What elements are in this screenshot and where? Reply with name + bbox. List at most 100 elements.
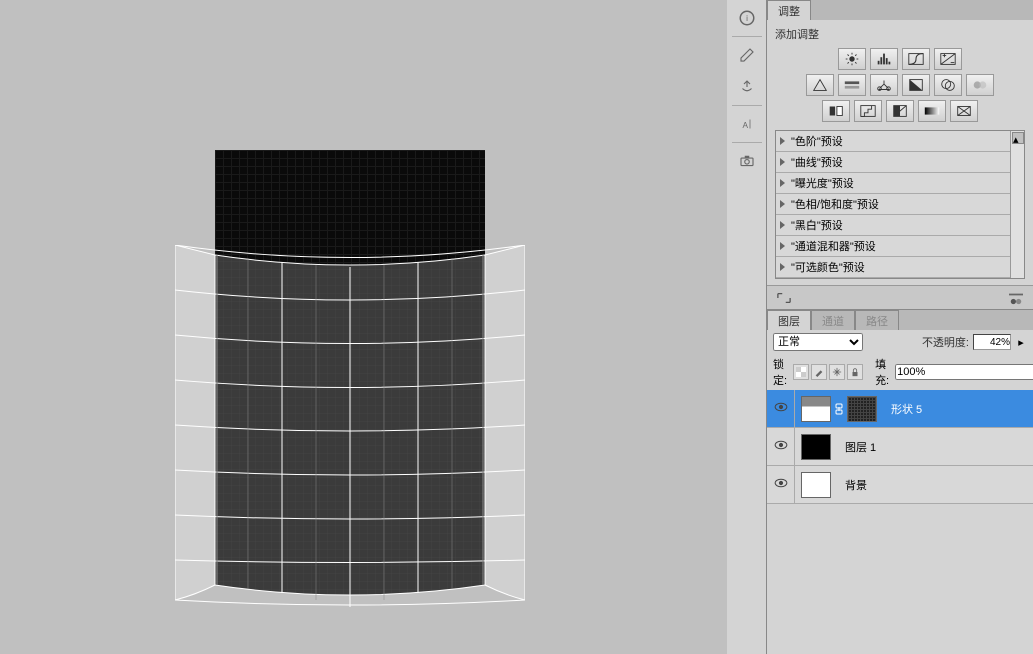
layer-thumb[interactable]	[847, 396, 877, 422]
adjustments-footer	[767, 285, 1033, 309]
channel-mixer-icon[interactable]	[966, 74, 994, 96]
disclosure-arrow-icon	[780, 137, 785, 145]
clone-source-icon[interactable]	[729, 73, 765, 101]
layer-thumbs	[795, 472, 837, 498]
trash-icon[interactable]	[1007, 291, 1025, 305]
preset-item[interactable]: "曲线"预设	[776, 152, 1024, 173]
eye-icon	[774, 440, 788, 453]
gradient-map-icon[interactable]	[918, 100, 946, 122]
tab-paths[interactable]: 路径	[855, 310, 899, 330]
disclosure-arrow-icon	[780, 200, 785, 208]
preset-item[interactable]: "可选颜色"预设	[776, 257, 1024, 278]
opacity-arrow-icon[interactable]: ▸	[1015, 334, 1027, 350]
scroll-up-icon[interactable]: ▴	[1012, 132, 1024, 144]
canvas-content	[175, 150, 525, 620]
character-icon[interactable]: A	[729, 110, 765, 138]
opacity-input[interactable]	[973, 334, 1011, 350]
canvas-area	[0, 0, 727, 654]
visibility-toggle[interactable]	[767, 428, 795, 465]
layer-row[interactable]: 形状 5	[767, 390, 1033, 428]
warped-grid-shape[interactable]	[175, 245, 525, 610]
lock-pixels-icon[interactable]	[811, 364, 827, 380]
exposure-icon[interactable]	[934, 48, 962, 70]
expand-icon[interactable]	[775, 291, 793, 305]
eye-icon	[774, 478, 788, 491]
tab-layers[interactable]: 图层	[767, 310, 811, 330]
layer-row[interactable]: 图层 1	[767, 428, 1033, 466]
lock-position-icon[interactable]	[829, 364, 845, 380]
disclosure-arrow-icon	[780, 242, 785, 250]
layer-thumbs	[795, 396, 883, 422]
tab-adjustments[interactable]: 调整	[767, 0, 811, 20]
layer-name-label: 背景	[837, 477, 867, 493]
lock-fill-row: 锁定: 填充: ▸	[767, 354, 1033, 390]
preset-label: "曝光度"预设	[791, 175, 854, 191]
lock-label: 锁定:	[773, 356, 787, 388]
link-icon	[834, 402, 844, 416]
svg-text:i: i	[746, 14, 748, 23]
layer-thumb[interactable]	[801, 396, 831, 422]
disclosure-arrow-icon	[780, 158, 785, 166]
layer-thumb[interactable]	[801, 434, 831, 460]
levels-icon[interactable]	[870, 48, 898, 70]
layer-name-label: 图层 1	[837, 439, 876, 455]
add-adjustment-label: 添加调整	[775, 26, 1025, 42]
vibrance-icon[interactable]	[806, 74, 834, 96]
visibility-toggle[interactable]	[767, 466, 795, 503]
preset-item[interactable]: "通道混和器"预设	[776, 236, 1024, 257]
hue-sat-icon[interactable]	[838, 74, 866, 96]
svg-text:A: A	[742, 121, 748, 130]
layer-thumb[interactable]	[801, 472, 831, 498]
preset-item[interactable]: "曝光度"预设	[776, 173, 1024, 194]
adjustment-icon-row-1	[775, 48, 1025, 70]
layers-tabs: 图层 通道 路径	[767, 310, 1033, 330]
opacity-label: 不透明度:	[922, 334, 969, 350]
tab-channels[interactable]: 通道	[811, 310, 855, 330]
adjustment-icon-row-2	[775, 74, 1025, 96]
preset-label: "通道混和器"预设	[791, 238, 876, 254]
layer-thumbs	[795, 434, 837, 460]
visibility-toggle[interactable]	[767, 390, 795, 427]
lock-all-icon[interactable]	[847, 364, 863, 380]
brush-icon[interactable]	[729, 41, 765, 69]
adjustments-panel: 添加调整 "色阶"预设 "曲线"预设 "曝光度"预设 "色相/饱和度"预设 "黑白"预设…	[767, 20, 1033, 285]
disclosure-arrow-icon	[780, 263, 785, 271]
disclosure-arrow-icon	[780, 179, 785, 187]
adjustments-tabs: 调整	[767, 0, 1033, 20]
adjustment-icon-row-3	[775, 100, 1025, 122]
threshold-icon[interactable]	[886, 100, 914, 122]
preset-item[interactable]: "色阶"预设	[776, 131, 1024, 152]
preset-item[interactable]: "色相/饱和度"预设	[776, 194, 1024, 215]
layer-list: 形状 5 图层 1 背景	[767, 390, 1033, 504]
invert-icon[interactable]	[822, 100, 850, 122]
info-icon[interactable]: i	[729, 4, 765, 32]
right-panels: 调整 添加调整 "色阶"预设"曲线"预设"曝光度"预设"色相/饱和度"预设"黑	[767, 0, 1033, 654]
fill-label: 填充:	[875, 356, 889, 388]
photo-filter-icon[interactable]	[934, 74, 962, 96]
color-balance-icon[interactable]	[870, 74, 898, 96]
layers-panel: 图层 通道 路径 正常 不透明度: ▸ 锁定: 填充: ▸ 形状 5 图层 1 背景	[767, 309, 1033, 504]
vertical-toolstrip: i A	[727, 0, 767, 654]
black-white-icon[interactable]	[902, 74, 930, 96]
layer-row[interactable]: 背景	[767, 466, 1033, 504]
blend-mode-select[interactable]: 正常	[773, 333, 863, 351]
eye-icon	[774, 402, 788, 415]
selective-color-icon[interactable]	[950, 100, 978, 122]
preset-label: "色阶"预设	[791, 133, 843, 149]
preset-list: "色阶"预设 "曲线"预设 "曝光度"预设 "色相/饱和度"预设 "黑白"预设 "通道混和…	[775, 130, 1025, 279]
brightness-contrast-icon[interactable]	[838, 48, 866, 70]
preset-item[interactable]: "黑白"预设	[776, 215, 1024, 236]
preset-label: "黑白"预设	[791, 217, 843, 233]
layer-name-label: 形状 5	[883, 401, 922, 417]
preset-scrollbar[interactable]: ▴	[1010, 131, 1024, 278]
fill-input[interactable]	[895, 364, 1033, 380]
disclosure-arrow-icon	[780, 221, 785, 229]
posterize-icon[interactable]	[854, 100, 882, 122]
camera-icon[interactable]	[729, 147, 765, 175]
blend-opacity-row: 正常 不透明度: ▸	[767, 330, 1033, 354]
preset-label: "曲线"预设	[791, 154, 843, 170]
preset-label: "色相/饱和度"预设	[791, 196, 879, 212]
lock-transparency-icon[interactable]	[793, 364, 809, 380]
curves-icon[interactable]	[902, 48, 930, 70]
preset-label: "可选颜色"预设	[791, 259, 865, 275]
